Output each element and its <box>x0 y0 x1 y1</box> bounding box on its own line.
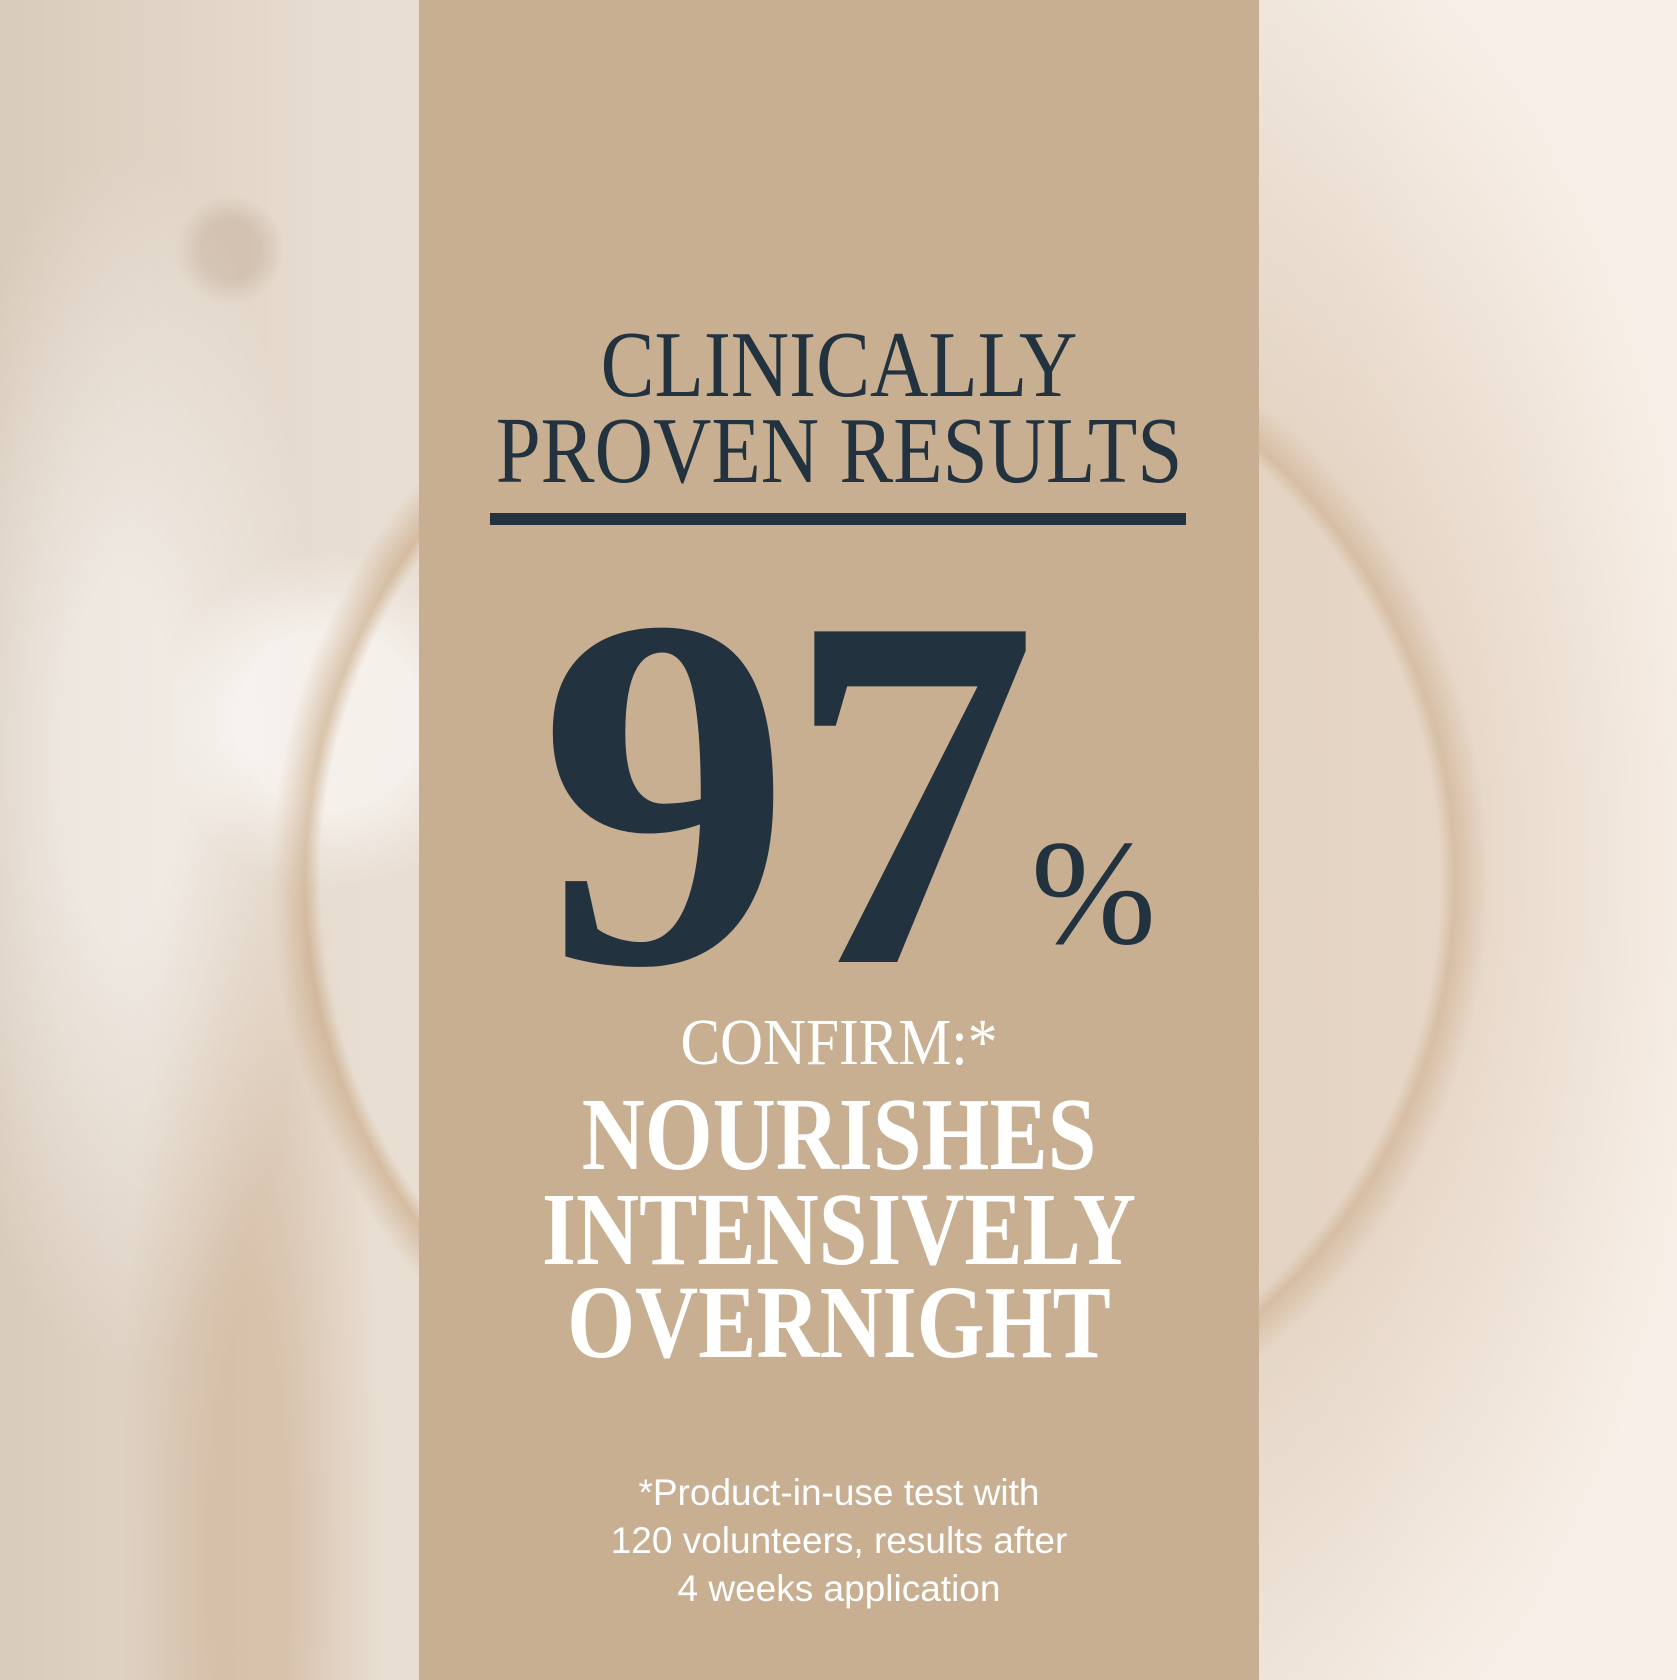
background-image-left <box>0 0 420 1680</box>
footnote-line-3: 4 weeks application <box>677 1568 1001 1609</box>
headline-line-2: PROVEN RESULTS <box>495 399 1183 503</box>
background-image-right <box>1259 0 1677 1680</box>
headline-line-1: CLINICALLY <box>600 313 1078 417</box>
claim-line-2: INTENSIVELY <box>541 1172 1136 1287</box>
stat-value: 97 <box>539 513 1038 1072</box>
footnote-line-2: 120 volunteers, results after <box>610 1520 1068 1561</box>
stat-unit: % <box>1031 810 1156 976</box>
headline-divider <box>490 513 1186 525</box>
content-panel: CLINICALLY PROVEN RESULTS 97 % CONFIRM:*… <box>419 0 1259 1680</box>
claim-line-3: OVERNIGHT <box>567 1265 1111 1380</box>
footnote-line-1: *Product-in-use test with <box>638 1472 1040 1513</box>
confirm-label: CONFIRM:* <box>680 1006 998 1079</box>
claim-line-1: NOURISHES <box>581 1077 1097 1192</box>
